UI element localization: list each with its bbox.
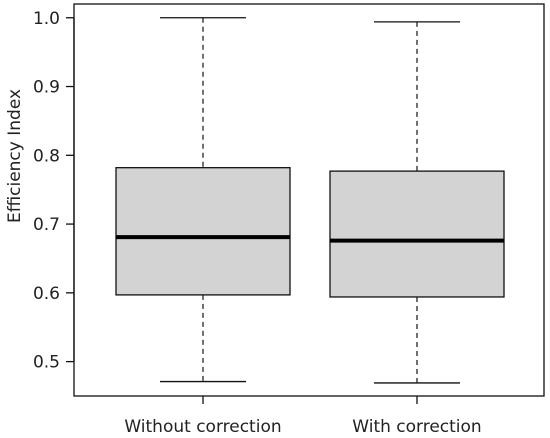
x-tick-label: With correction	[352, 417, 481, 437]
box-without-correction	[115, 17, 291, 383]
y-axis: 0.5 0.6 0.7 0.8 0.9 1.0	[33, 9, 75, 373]
y-axis-label: Efficiency Index	[5, 89, 25, 223]
y-tick-label: 1.0	[33, 9, 60, 29]
y-tick-label: 0.9	[33, 78, 60, 98]
box-with-correction	[329, 21, 505, 384]
y-tick-label: 0.8	[33, 146, 60, 166]
iqr-box	[329, 170, 505, 298]
x-tick-label: Without correction	[124, 417, 281, 437]
y-tick-label: 0.5	[33, 353, 60, 373]
x-axis: Without correction With correction	[124, 396, 482, 437]
boxes-group	[115, 17, 505, 384]
y-tick-label: 0.6	[33, 284, 60, 304]
iqr-box	[115, 167, 291, 296]
y-tick-label: 0.7	[33, 215, 60, 235]
